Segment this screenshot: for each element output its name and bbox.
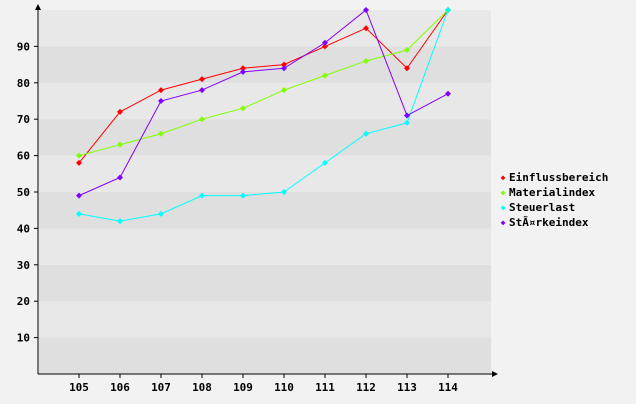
x-tick-label-114: 114 bbox=[438, 381, 458, 394]
x-tick-label-111: 111 bbox=[315, 381, 335, 394]
x-tick-label-108: 108 bbox=[192, 381, 212, 394]
data-point-2-9 bbox=[445, 7, 451, 13]
data-point-3-6 bbox=[322, 39, 328, 46]
grid-band-60 bbox=[39, 119, 491, 156]
data-point-3-3 bbox=[199, 87, 205, 94]
data-point-3-2 bbox=[158, 98, 164, 104]
y-tick-label-20: 20 bbox=[17, 295, 30, 308]
data-point-2-1 bbox=[117, 218, 123, 225]
data-point-1-4 bbox=[240, 105, 246, 112]
legend-marker-1: ◆ bbox=[500, 188, 506, 197]
x-tick-label-110: 110 bbox=[274, 381, 294, 394]
data-point-1-7 bbox=[363, 57, 369, 64]
axes bbox=[35, 4, 498, 377]
x-tick-label-107: 107 bbox=[151, 381, 171, 394]
legend-label-0: Einflussbereich bbox=[509, 171, 609, 184]
data-point-1-6 bbox=[322, 72, 328, 79]
y-tick-label-80: 80 bbox=[17, 77, 30, 90]
legend-item-0: ◆ Einflussbereich bbox=[498, 170, 634, 185]
series-line-2 bbox=[78, 9, 449, 222]
y-tick-label-90: 90 bbox=[17, 40, 30, 53]
data-point-0-2 bbox=[158, 87, 164, 94]
data-point-0-3 bbox=[199, 76, 205, 83]
tick-labels: 10 20 30 40 50 60 70 80 90 105 106 107 108 109 110 111 1… bbox=[17, 40, 459, 394]
series-2 bbox=[76, 7, 451, 225]
y-tick-label-40: 40 bbox=[17, 222, 30, 235]
x-tick-label-105: 105 bbox=[69, 381, 89, 394]
data-point-0-8 bbox=[404, 65, 410, 72]
grid-band-40 bbox=[39, 192, 491, 229]
data-point-0-0 bbox=[76, 159, 82, 166]
series-3 bbox=[76, 7, 451, 199]
data-point-2-5 bbox=[281, 189, 287, 195]
data-point-3-4 bbox=[240, 68, 246, 75]
data-point-1-8 bbox=[404, 47, 410, 54]
y-tick-label-10: 10 bbox=[17, 332, 30, 345]
legend-item-2: ◆ Steuerlast bbox=[498, 200, 634, 215]
legend-marker-2: ◆ bbox=[500, 203, 506, 212]
y-tick-label-30: 30 bbox=[17, 259, 30, 272]
data-point-1-2 bbox=[158, 130, 164, 137]
legend-label-3: StÃ¤rkeindex bbox=[509, 216, 589, 229]
x-tick-label-106: 106 bbox=[110, 381, 130, 394]
grid-band-70 bbox=[39, 82, 491, 120]
data-point-0-7 bbox=[363, 25, 369, 32]
data-point-3-8 bbox=[404, 112, 410, 119]
data-point-3-9 bbox=[445, 90, 451, 97]
y-tick-label-60: 60 bbox=[17, 150, 30, 163]
grid-band-90 bbox=[39, 10, 491, 47]
data-point-3-7 bbox=[363, 7, 369, 13]
legend-item-3: ◆ StÃ¤rkeindex bbox=[498, 215, 634, 230]
data-point-2-6 bbox=[322, 159, 328, 166]
data-point-0-1 bbox=[117, 108, 123, 115]
grid-band-80 bbox=[39, 46, 491, 83]
series-line-0 bbox=[78, 9, 449, 164]
legend-label-1: Materialindex bbox=[509, 186, 596, 199]
legend-label-2: Steuerlast bbox=[509, 201, 576, 214]
legend-item-1: ◆ Materialindex bbox=[498, 185, 634, 200]
grid-band-20 bbox=[39, 264, 491, 302]
data-point-2-2 bbox=[158, 210, 164, 217]
grid-band-10 bbox=[39, 301, 491, 338]
data-point-0-6 bbox=[322, 43, 328, 50]
grid-band-30 bbox=[39, 228, 491, 265]
data-point-2-8 bbox=[404, 119, 410, 126]
y-axis-arrow bbox=[35, 4, 41, 10]
legend: ◆ Einflussbereich ◆ Materialindex ◆ Steuerlas… bbox=[498, 170, 634, 230]
data-point-0-5 bbox=[281, 61, 287, 68]
data-point-3-1 bbox=[117, 174, 123, 181]
x-tick-label-112: 112 bbox=[356, 381, 376, 394]
data-point-1-3 bbox=[199, 116, 205, 123]
x-axis-arrow bbox=[492, 371, 498, 377]
series-line-3 bbox=[78, 9, 449, 197]
y-tick-label-50: 50 bbox=[17, 186, 30, 199]
data-point-2-4 bbox=[240, 192, 246, 199]
data-point-2-7 bbox=[363, 130, 369, 137]
data-point-3-0 bbox=[76, 192, 82, 199]
data-point-2-3 bbox=[199, 192, 205, 199]
data-point-1-0 bbox=[76, 152, 82, 159]
data-point-1-1 bbox=[117, 141, 123, 148]
y-tick-label-70: 70 bbox=[17, 113, 30, 126]
grid-bands bbox=[39, 10, 491, 374]
x-tick-label-109: 109 bbox=[233, 381, 253, 394]
data-point-3-5 bbox=[281, 65, 287, 72]
data-point-1-5 bbox=[281, 87, 287, 94]
data-point-0-4 bbox=[240, 65, 246, 72]
x-tick-label-113: 113 bbox=[397, 381, 417, 394]
series-0 bbox=[76, 7, 451, 166]
data-point-2-0 bbox=[76, 210, 82, 217]
grid-band-50 bbox=[39, 155, 491, 192]
grid-band-0 bbox=[39, 337, 491, 374]
series-layer bbox=[76, 7, 451, 225]
legend-marker-3: ◆ bbox=[500, 218, 506, 227]
legend-marker-0: ◆ bbox=[500, 173, 506, 182]
